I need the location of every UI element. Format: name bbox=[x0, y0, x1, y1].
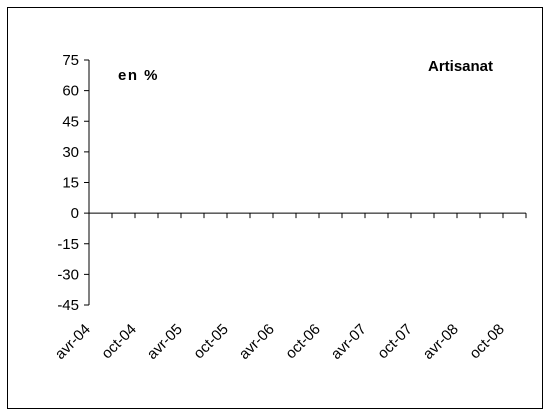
y-tick-label: 45 bbox=[62, 113, 79, 130]
x-tick-label: avr-06 bbox=[236, 321, 278, 363]
y-tick-label: 60 bbox=[62, 83, 79, 100]
unit-label: en % bbox=[118, 67, 159, 84]
x-tick-label: oct-04 bbox=[98, 321, 140, 363]
y-tick-label: -45 bbox=[57, 297, 79, 314]
y-tick-label: -30 bbox=[57, 266, 79, 283]
y-tick-label: -15 bbox=[57, 236, 79, 253]
x-tick-label: avr-05 bbox=[144, 321, 186, 363]
x-tick-label: avr-08 bbox=[420, 321, 462, 363]
y-tick-label: 15 bbox=[62, 175, 79, 192]
x-tick-label: avr-04 bbox=[52, 321, 94, 363]
y-tick-label: 75 bbox=[62, 52, 79, 69]
y-tick-label: 0 bbox=[71, 205, 79, 222]
chart-title: Artisanat bbox=[428, 58, 493, 75]
x-tick-label: oct-05 bbox=[190, 321, 232, 363]
y-tick-label: 30 bbox=[62, 144, 79, 161]
x-tick-label: avr-07 bbox=[328, 321, 370, 363]
x-tick-label: oct-07 bbox=[374, 321, 416, 363]
x-tick-label: oct-08 bbox=[466, 321, 508, 363]
x-tick-label: oct-06 bbox=[282, 321, 324, 363]
chart-frame bbox=[7, 7, 543, 409]
